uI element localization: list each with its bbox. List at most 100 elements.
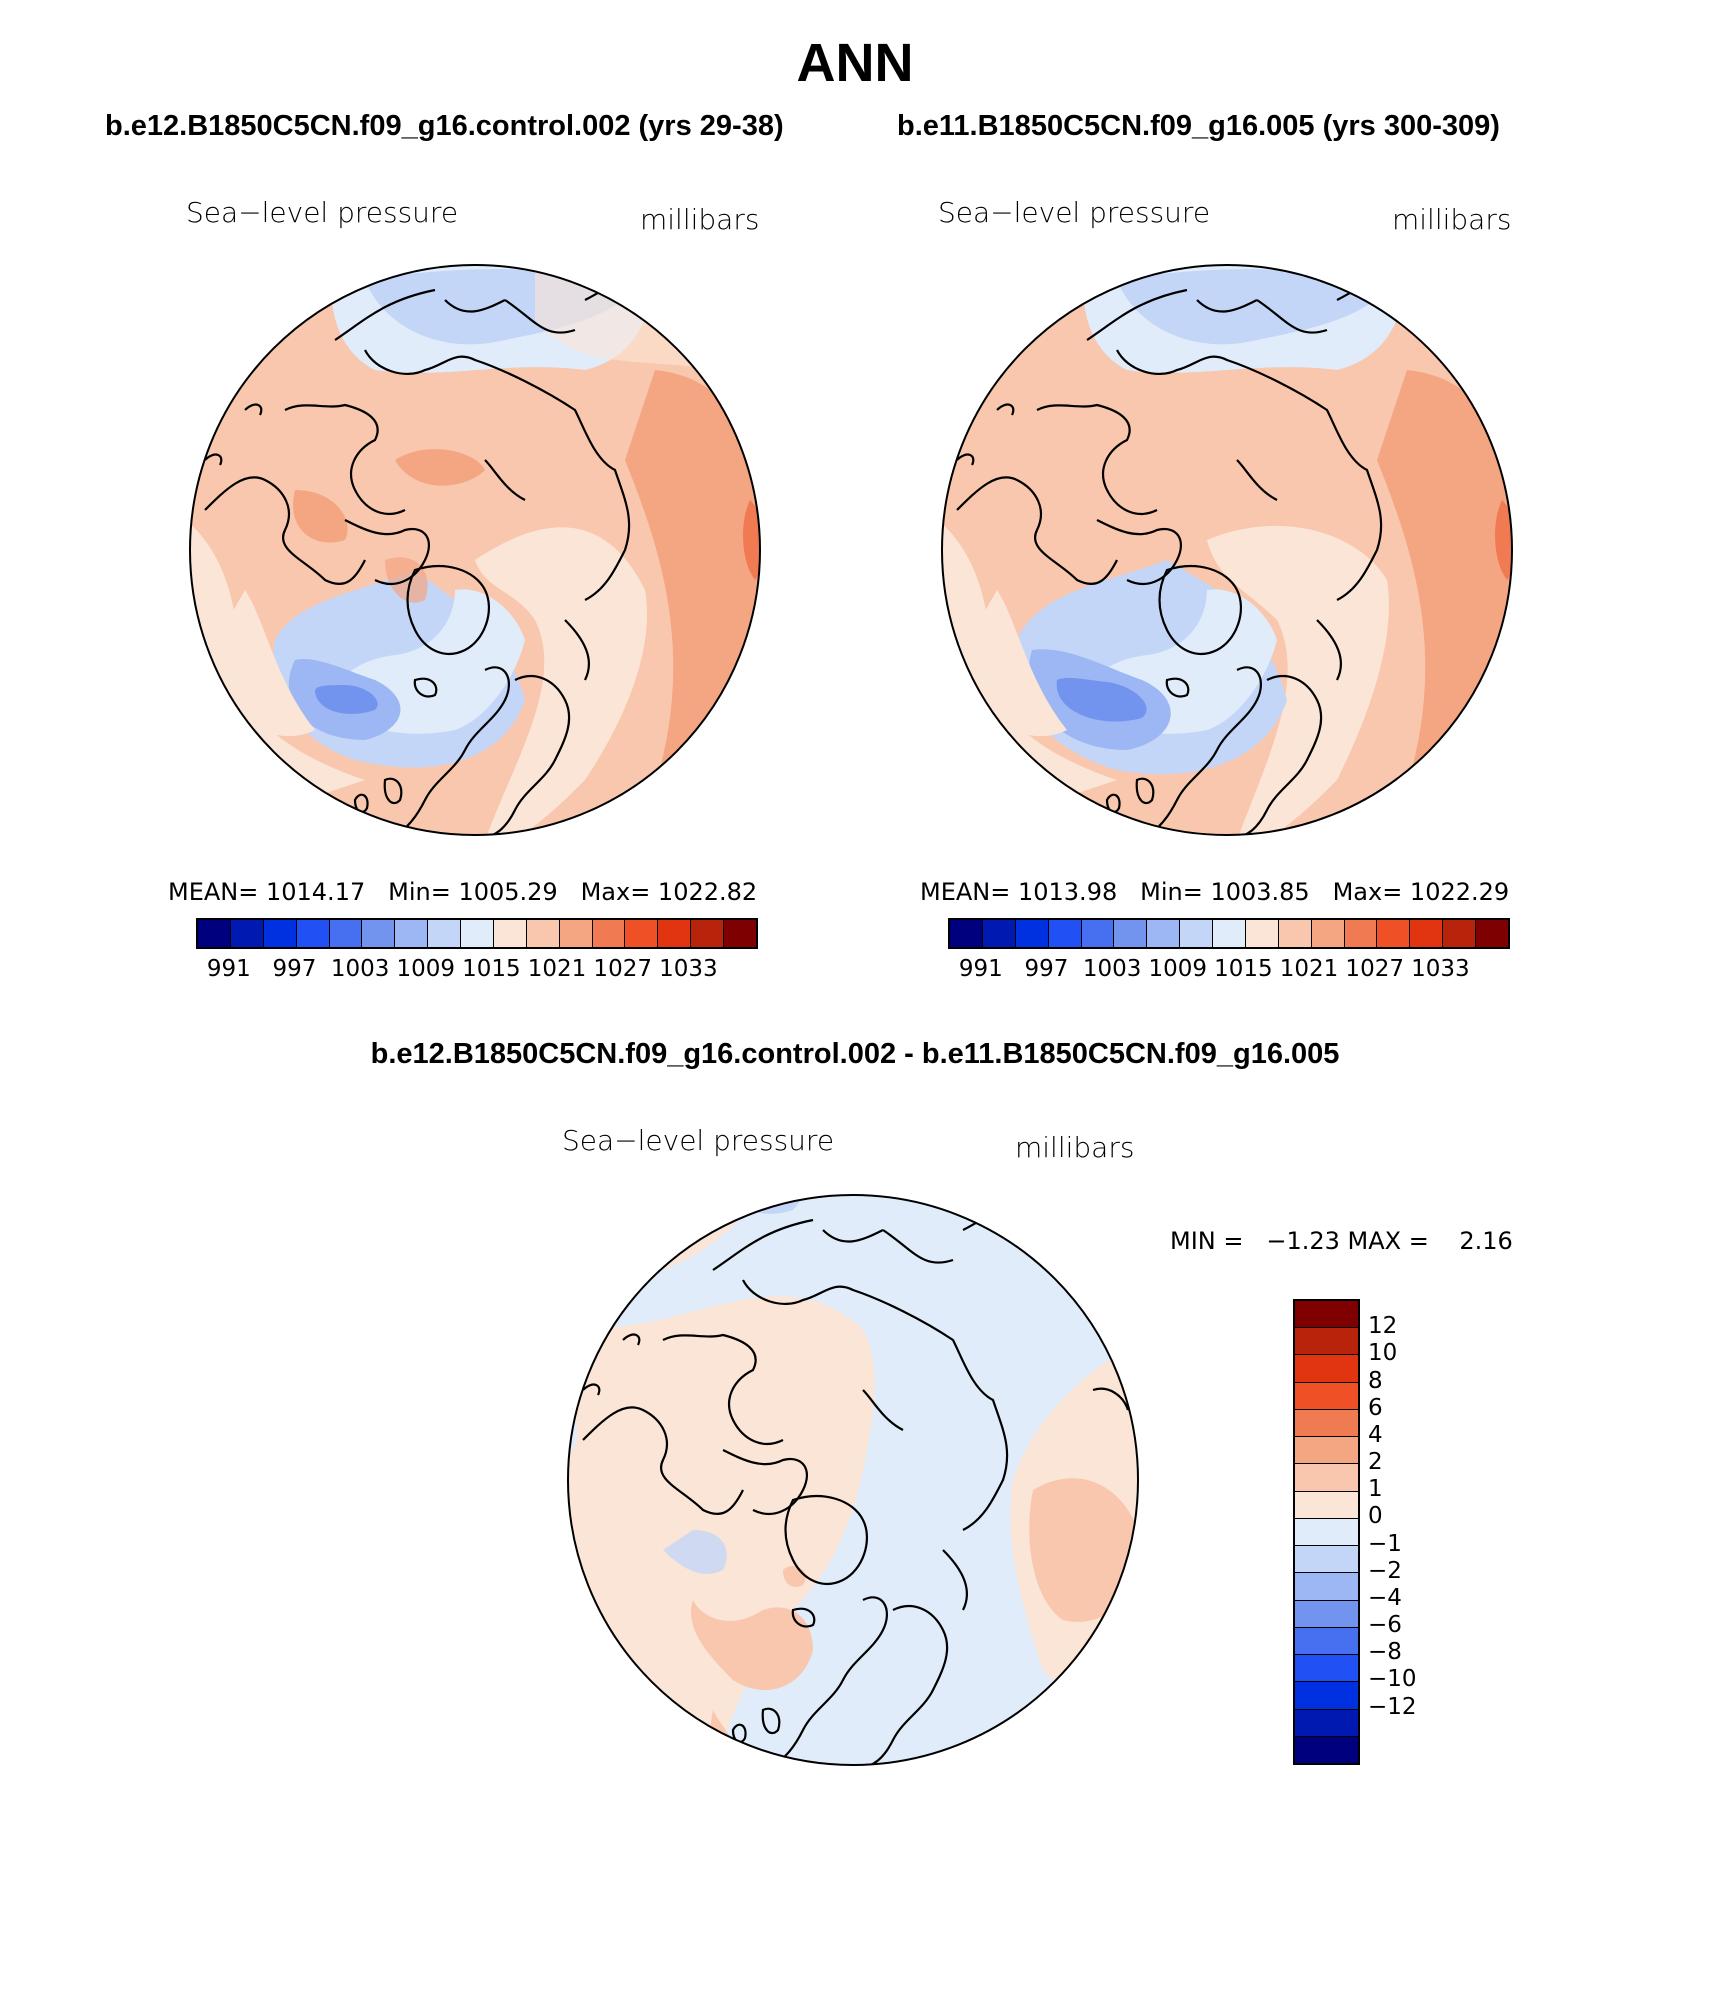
positive-anomaly-region <box>568 1296 875 1765</box>
colorbar-tick-label: 1027 <box>593 956 652 982</box>
diff-polar-map <box>567 1194 1139 1766</box>
colorbar-tick-label: −10 <box>1368 1666 1417 1693</box>
colorbar-swatch <box>526 920 560 947</box>
diff-units-label: millibars <box>1015 1131 1135 1164</box>
colorbar-swatch <box>1295 1382 1358 1410</box>
colorbar-swatch <box>1295 1409 1358 1438</box>
colorbar-swatch <box>461 920 494 947</box>
colorbar-swatch <box>658 920 692 947</box>
colorbar-tick-label: 991 <box>958 956 1003 982</box>
colorbar-swatch <box>724 920 756 947</box>
colorbar-tick-label: 0 <box>1368 1503 1383 1530</box>
colorbar-tick-label: 1009 <box>1148 956 1208 982</box>
colorbar-tick-label: 997 <box>272 956 317 982</box>
colorbar-swatch <box>1295 1627 1358 1656</box>
colorbar-swatch <box>1213 920 1246 947</box>
colorbar-swatch <box>1295 1573 1358 1601</box>
colorbar-swatch <box>1295 1600 1358 1628</box>
colorbar-swatch <box>1048 920 1082 947</box>
colorbar-swatch <box>1114 920 1148 947</box>
colorbar-tick-label: 1027 <box>1345 956 1404 982</box>
left-variable-label: Sea−level pressure <box>186 196 459 229</box>
colorbar-tick-label: 12 <box>1368 1313 1398 1340</box>
colorbar-tick-label: 991 <box>206 956 251 982</box>
colorbar-tick-label: −8 <box>1368 1639 1402 1666</box>
colorbar-tick-label: 1 <box>1368 1476 1383 1503</box>
colorbar-swatch <box>1295 1655 1358 1683</box>
colorbar-swatch <box>1476 920 1508 947</box>
colorbar-swatch <box>1295 1328 1358 1356</box>
colorbar-swatch <box>1295 1682 1358 1710</box>
right-colorbar <box>948 918 1510 949</box>
right-panel-title: b.e11.B1850C5CN.f09_g16.005 (yrs 300-309… <box>897 110 1500 142</box>
right-stats: MEAN= 1013.98 Min= 1003.85 Max= 1022.29 <box>920 878 1510 906</box>
diff-colorbar-ticks: 12 10 8 6 4 2 1 0 −1 −2 −4 −6 −8 −10 −12 <box>1368 1299 1448 1761</box>
colorbar-swatch <box>1295 1736 1358 1763</box>
colorbar-tick-label: 8 <box>1368 1367 1383 1394</box>
right-units-label: millibars <box>1392 203 1512 236</box>
right-polar-map <box>941 264 1513 836</box>
colorbar-swatch <box>1180 920 1213 947</box>
colorbar-swatch <box>230 920 264 947</box>
colorbar-tick-label: 2 <box>1368 1449 1383 1476</box>
colorbar-swatch <box>982 920 1016 947</box>
colorbar-swatch <box>1311 920 1345 947</box>
colorbar-tick-label: 1015 <box>1214 956 1273 982</box>
colorbar-tick-label: 1003 <box>1082 956 1142 982</box>
colorbar-swatch <box>559 920 593 947</box>
colorbar-tick-label: −6 <box>1368 1612 1402 1639</box>
colorbar-tick-label: −4 <box>1368 1584 1402 1611</box>
right-colorbar-ticks: 991 997 1003 1009 1015 1021 1027 1033 <box>948 956 1506 986</box>
colorbar-swatch <box>1295 1437 1358 1465</box>
left-units-label: millibars <box>640 203 760 236</box>
colorbar-swatch <box>1081 920 1115 947</box>
colorbar-swatch <box>1377 920 1411 947</box>
colorbar-swatch <box>592 920 626 947</box>
colorbar-swatch <box>1295 1491 1358 1519</box>
colorbar-swatch <box>198 920 231 947</box>
colorbar-swatch <box>1344 920 1378 947</box>
colorbar-swatch <box>263 920 297 947</box>
colorbar-swatch <box>1015 920 1049 947</box>
diff-variable-label: Sea−level pressure <box>562 1124 835 1157</box>
colorbar-swatch <box>1443 920 1476 947</box>
colorbar-tick-label: −12 <box>1368 1693 1417 1720</box>
diff-panel-title: b.e12.B1850C5CN.f09_g16.control.002 - b.… <box>370 1038 1340 1070</box>
colorbar-swatch <box>1295 1709 1358 1737</box>
colorbar-tick-label: 1003 <box>330 956 390 982</box>
colorbar-tick-label: 1033 <box>1411 956 1470 982</box>
colorbar-tick-label: 1009 <box>396 956 456 982</box>
left-polar-map <box>189 264 761 836</box>
colorbar-tick-label: 1033 <box>659 956 718 982</box>
colorbar-swatch <box>1245 920 1279 947</box>
colorbar-tick-label: 6 <box>1368 1394 1383 1421</box>
diff-colorbar <box>1293 1299 1360 1765</box>
colorbar-tick-label: −2 <box>1368 1557 1402 1584</box>
right-variable-label: Sea−level pressure <box>938 196 1211 229</box>
colorbar-swatch <box>950 920 983 947</box>
colorbar-tick-label: 997 <box>1024 956 1069 982</box>
colorbar-swatch <box>428 920 461 947</box>
colorbar-swatch <box>329 920 363 947</box>
colorbar-swatch <box>1295 1518 1358 1547</box>
colorbar-swatch <box>691 920 724 947</box>
colorbar-tick-label: 1021 <box>527 956 587 982</box>
left-colorbar <box>196 918 758 949</box>
colorbar-tick-label: −1 <box>1368 1530 1402 1557</box>
colorbar-swatch <box>1295 1464 1358 1492</box>
figure-title: ANN <box>796 33 914 93</box>
diff-stats: MIN = −1.23 MAX = 2.16 <box>1170 1227 1513 1255</box>
colorbar-swatch <box>1147 920 1181 947</box>
colorbar-swatch <box>1295 1301 1358 1329</box>
colorbar-swatch <box>1278 920 1312 947</box>
left-colorbar-ticks: 991 997 1003 1009 1015 1021 1027 1033 <box>196 956 754 986</box>
colorbar-tick-label: 1021 <box>1279 956 1339 982</box>
colorbar-swatch <box>1410 920 1444 947</box>
colorbar-swatch <box>625 920 659 947</box>
colorbar-swatch <box>1295 1546 1358 1574</box>
colorbar-swatch <box>362 920 396 947</box>
colorbar-swatch <box>493 920 527 947</box>
left-panel-title: b.e12.B1850C5CN.f09_g16.control.002 (yrs… <box>105 110 784 142</box>
colorbar-swatch <box>1295 1355 1358 1383</box>
left-stats: MEAN= 1014.17 Min= 1005.29 Max= 1022.82 <box>168 878 758 906</box>
